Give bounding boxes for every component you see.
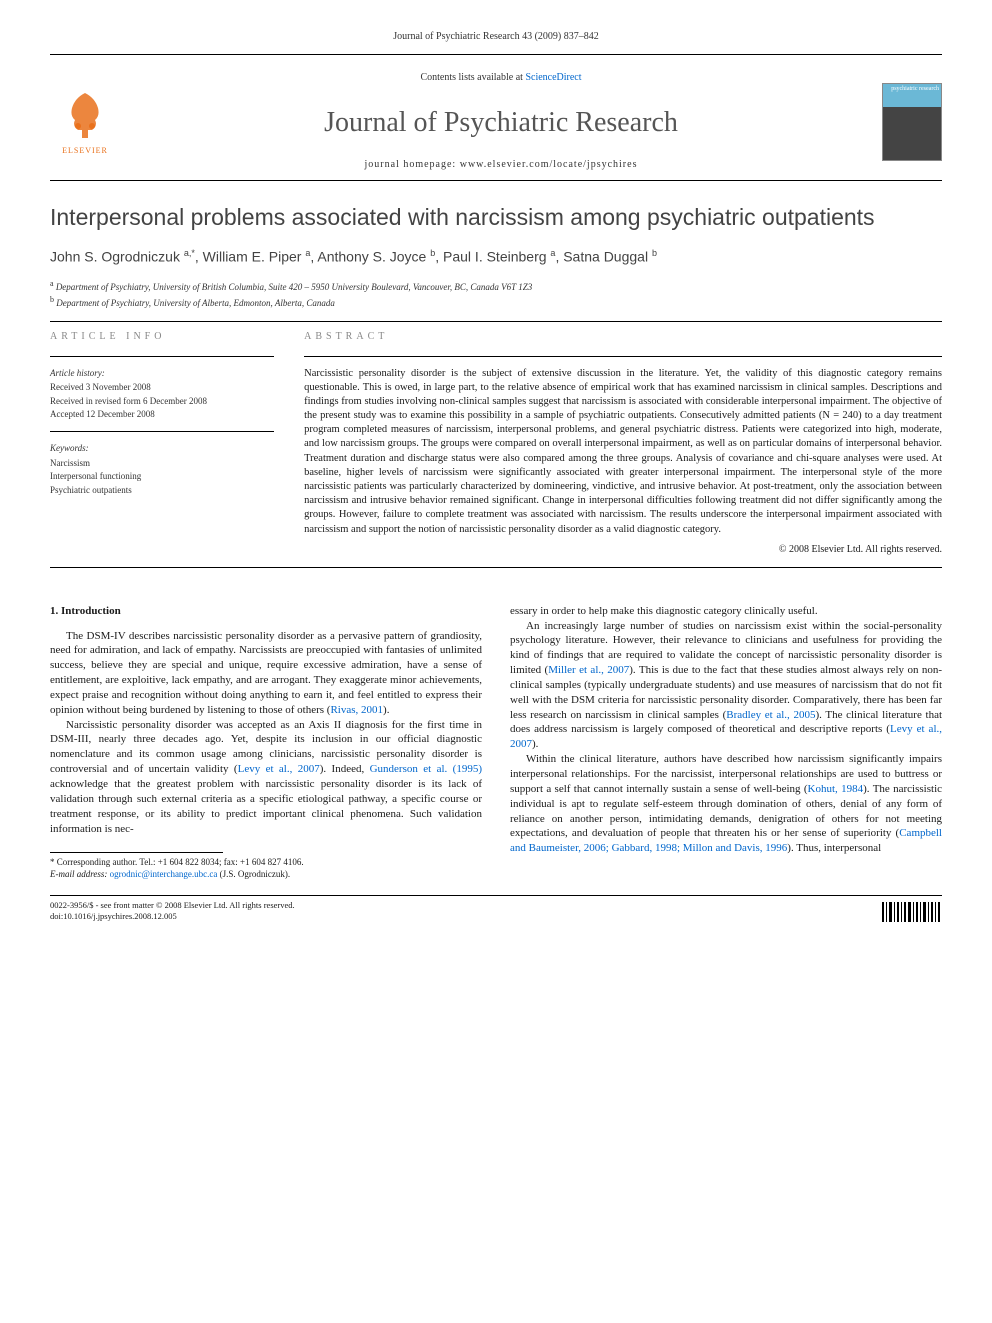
article-title: Interpersonal problems associated with n… xyxy=(50,201,942,233)
p4d: ). xyxy=(532,738,538,750)
issn-line: 0022-3956/$ - see front matter © 2008 El… xyxy=(50,900,295,911)
email-label: E-mail address: xyxy=(50,869,107,879)
para-3: essary in order to help make this diagno… xyxy=(510,604,942,619)
masthead: ELSEVIER Contents lists available at Sci… xyxy=(50,63,942,181)
para-2: Narcissistic personality disorder was ac… xyxy=(50,718,482,837)
para-4: An increasingly large number of studies … xyxy=(510,619,942,753)
keywords-label: Keywords: xyxy=(50,442,274,455)
journal-cover-thumb[interactable]: psychiatric research xyxy=(882,83,942,161)
elsevier-logo[interactable]: ELSEVIER xyxy=(50,82,120,162)
divider-below-abstract xyxy=(50,567,942,568)
elsevier-label: ELSEVIER xyxy=(62,145,108,156)
column-right: essary in order to help make this diagno… xyxy=(510,604,942,881)
affiliation-a: a Department of Psychiatry, University o… xyxy=(50,278,942,295)
page-footer: 0022-3956/$ - see front matter © 2008 El… xyxy=(50,900,942,924)
revised-date: Received in revised form 6 December 2008 xyxy=(50,395,274,408)
ref-rivas-2001[interactable]: Rivas, 2001 xyxy=(330,704,383,716)
doi-line: doi:10.1016/j.jpsychires.2008.12.005 xyxy=(50,911,295,922)
abstract-column: ABSTRACT Narcissistic personality disord… xyxy=(304,330,942,557)
masthead-center: Contents lists available at ScienceDirec… xyxy=(120,71,882,172)
footer-barcode xyxy=(882,900,942,924)
info-divider xyxy=(50,356,274,357)
homepage-url[interactable]: www.elsevier.com/locate/jpsychires xyxy=(460,159,638,170)
barcode-icon xyxy=(882,902,942,922)
abstract-text: Narcissistic personality disorder is the… xyxy=(304,367,942,537)
para-1: The DSM-IV describes narcissistic person… xyxy=(50,629,482,718)
footer-left: 0022-3956/$ - see front matter © 2008 El… xyxy=(50,900,295,922)
abstract-copyright: © 2008 Elsevier Ltd. All rights reserved… xyxy=(304,543,942,557)
running-header: Journal of Psychiatric Research 43 (2009… xyxy=(50,30,942,44)
authors: John S. Ogrodniczuk a,*, William E. Pipe… xyxy=(50,247,942,267)
affiliation-a-text: Department of Psychiatry, University of … xyxy=(56,282,532,292)
contents-prefix: Contents lists available at xyxy=(420,72,525,83)
corr-email-line: E-mail address: ogrodnic@interchange.ubc… xyxy=(50,869,482,881)
received-date: Received 3 November 2008 xyxy=(50,381,274,394)
ref-kohut-1984[interactable]: Kohut, 1984 xyxy=(808,783,864,795)
keyword-2: Psychiatric outpatients xyxy=(50,484,274,497)
cover-thumb-label: psychiatric research xyxy=(891,86,939,92)
p1-end: ). xyxy=(383,704,389,716)
journal-homepage: journal homepage: www.elsevier.com/locat… xyxy=(120,158,882,172)
top-rule xyxy=(50,54,942,55)
corresponding-footnote: * Corresponding author. Tel.: +1 604 822… xyxy=(50,857,482,880)
affiliation-b-text: Department of Psychiatry, University of … xyxy=(56,298,335,308)
elsevier-tree-icon xyxy=(60,88,110,143)
footnote-separator xyxy=(50,852,223,853)
article-info-heading: ARTICLE INFO xyxy=(50,330,274,344)
history-label: Article history: xyxy=(50,367,274,380)
column-left: 1. Introduction The DSM-IV describes nar… xyxy=(50,604,482,881)
ref-bradley-2005[interactable]: Bradley et al., 2005 xyxy=(726,709,815,721)
journal-name: Journal of Psychiatric Research xyxy=(120,103,882,142)
article-info: ARTICLE INFO Article history: Received 3… xyxy=(50,330,274,557)
info-divider-2 xyxy=(50,431,274,432)
footer-rule xyxy=(50,895,942,896)
info-abstract-row: ARTICLE INFO Article history: Received 3… xyxy=(50,330,942,557)
p2c: acknowledge that the greatest problem wi… xyxy=(50,778,482,835)
accepted-date: Accepted 12 December 2008 xyxy=(50,408,274,421)
divider xyxy=(50,321,942,322)
p5c: ). Thus, interpersonal xyxy=(787,842,881,854)
p1-text: The DSM-IV describes narcissistic person… xyxy=(50,630,482,716)
contents-available: Contents lists available at ScienceDirec… xyxy=(120,71,882,85)
section-1-heading: 1. Introduction xyxy=(50,604,482,619)
corr-email-who: (J.S. Ogrodniczuk). xyxy=(220,869,291,879)
ref-gunderson-1995[interactable]: Gunderson et al. (1995) xyxy=(370,763,482,775)
affiliation-b: b Department of Psychiatry, University o… xyxy=(50,294,942,311)
sciencedirect-link[interactable]: ScienceDirect xyxy=(525,72,581,83)
p2b: ). Indeed, xyxy=(320,763,370,775)
para-5: Within the clinical literature, authors … xyxy=(510,752,942,856)
corr-email[interactable]: ogrodnic@interchange.ubc.ca xyxy=(110,869,218,879)
ref-levy-2007[interactable]: Levy et al., 2007 xyxy=(238,763,320,775)
body-columns: 1. Introduction The DSM-IV describes nar… xyxy=(50,604,942,881)
ref-miller-2007[interactable]: Miller et al., 2007 xyxy=(548,664,629,676)
homepage-prefix: journal homepage: xyxy=(365,159,460,170)
keyword-0: Narcissism xyxy=(50,457,274,470)
keyword-1: Interpersonal functioning xyxy=(50,470,274,483)
abstract-divider xyxy=(304,356,942,357)
corr-author: * Corresponding author. Tel.: +1 604 822… xyxy=(50,857,482,869)
affiliations: a Department of Psychiatry, University o… xyxy=(50,278,942,311)
abstract-heading: ABSTRACT xyxy=(304,330,942,344)
